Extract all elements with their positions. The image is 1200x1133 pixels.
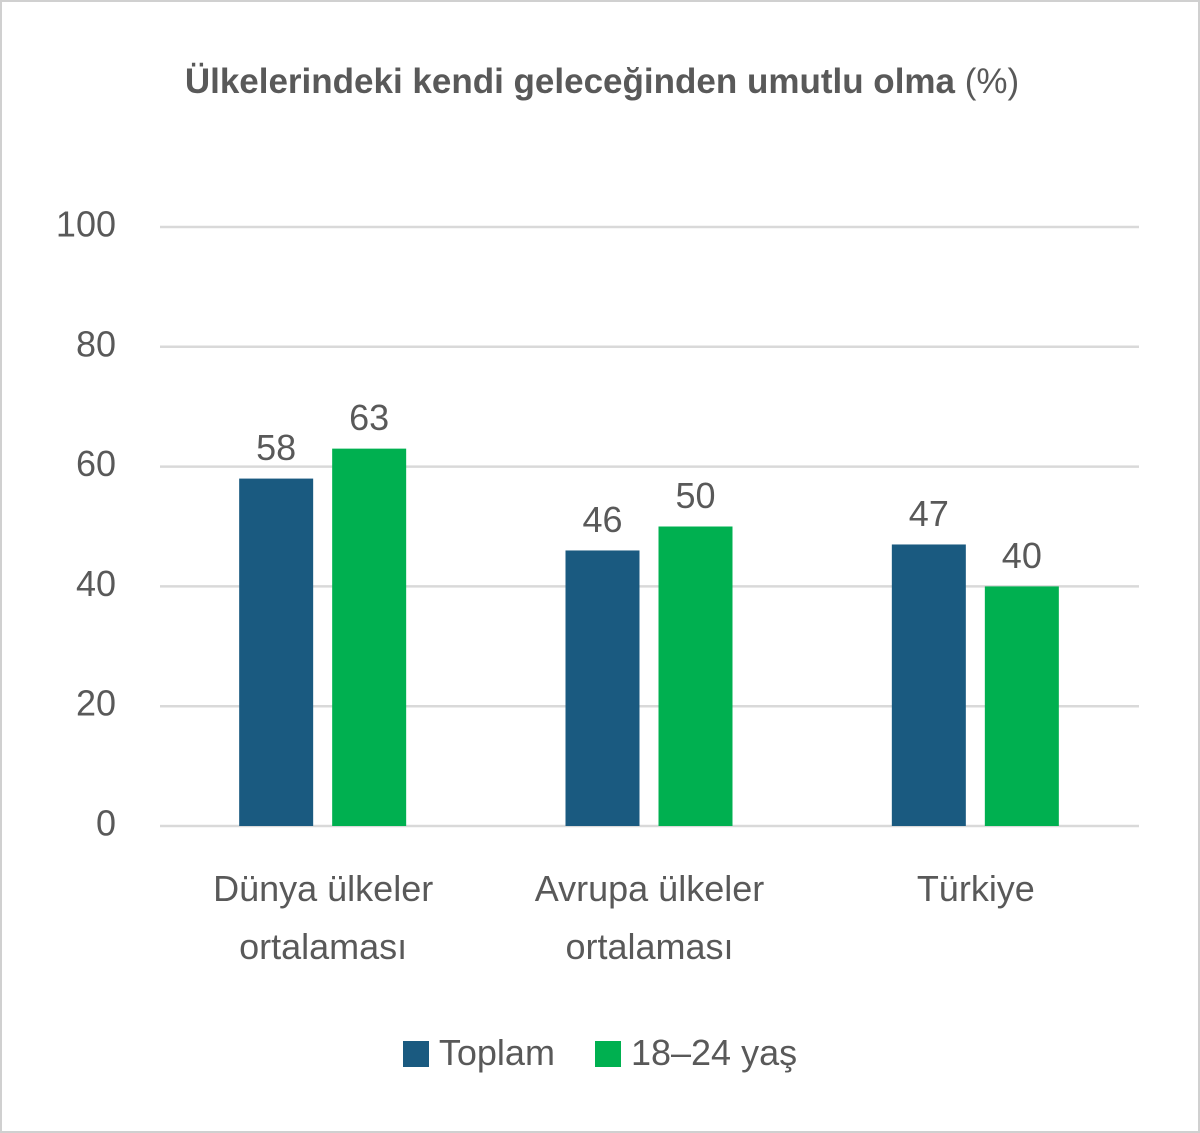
data-label: 46 bbox=[582, 499, 622, 540]
legend-item: 18–24 yaş bbox=[594, 1032, 798, 1074]
y-tick-label: 20 bbox=[76, 683, 116, 724]
y-tick-label: 100 bbox=[56, 204, 116, 245]
y-tick-label: 80 bbox=[76, 323, 116, 364]
title-unit: (%) bbox=[964, 62, 1020, 101]
y-tick-label: 0 bbox=[96, 803, 116, 844]
data-label: 63 bbox=[349, 397, 389, 438]
legend-swatch bbox=[594, 1041, 621, 1067]
data-label: 50 bbox=[675, 475, 715, 516]
legend-label: 18–24 yaş bbox=[630, 1032, 798, 1073]
bar bbox=[891, 544, 966, 826]
y-tick-label: 40 bbox=[76, 563, 116, 604]
legend-label: Toplam bbox=[438, 1032, 555, 1073]
x-tick-label: Dünya ülkeler ortalaması bbox=[213, 868, 434, 967]
data-label: 47 bbox=[909, 493, 949, 534]
data-label: 58 bbox=[256, 427, 296, 468]
chart-title: Ülkelerindeki kendi geleceğinden umutlu … bbox=[184, 62, 956, 101]
bar bbox=[332, 448, 407, 826]
bar bbox=[565, 550, 640, 826]
bar bbox=[239, 478, 314, 826]
legend-swatch bbox=[402, 1041, 429, 1067]
legend-item: Toplam bbox=[402, 1032, 555, 1074]
bar bbox=[984, 586, 1059, 826]
bar bbox=[658, 526, 733, 826]
y-tick-label: 60 bbox=[76, 443, 116, 484]
data-label: 40 bbox=[1002, 535, 1042, 576]
x-tick-label: Avrupa ülkeler ortalaması bbox=[534, 868, 765, 967]
legend: Toplam 18–24 yaş bbox=[2, 1032, 1198, 1074]
x-tick-label: Türkiye bbox=[916, 868, 1035, 909]
chart-title-block: Ülkelerindeki kendi geleceğinden umutlu … bbox=[142, 54, 1062, 110]
